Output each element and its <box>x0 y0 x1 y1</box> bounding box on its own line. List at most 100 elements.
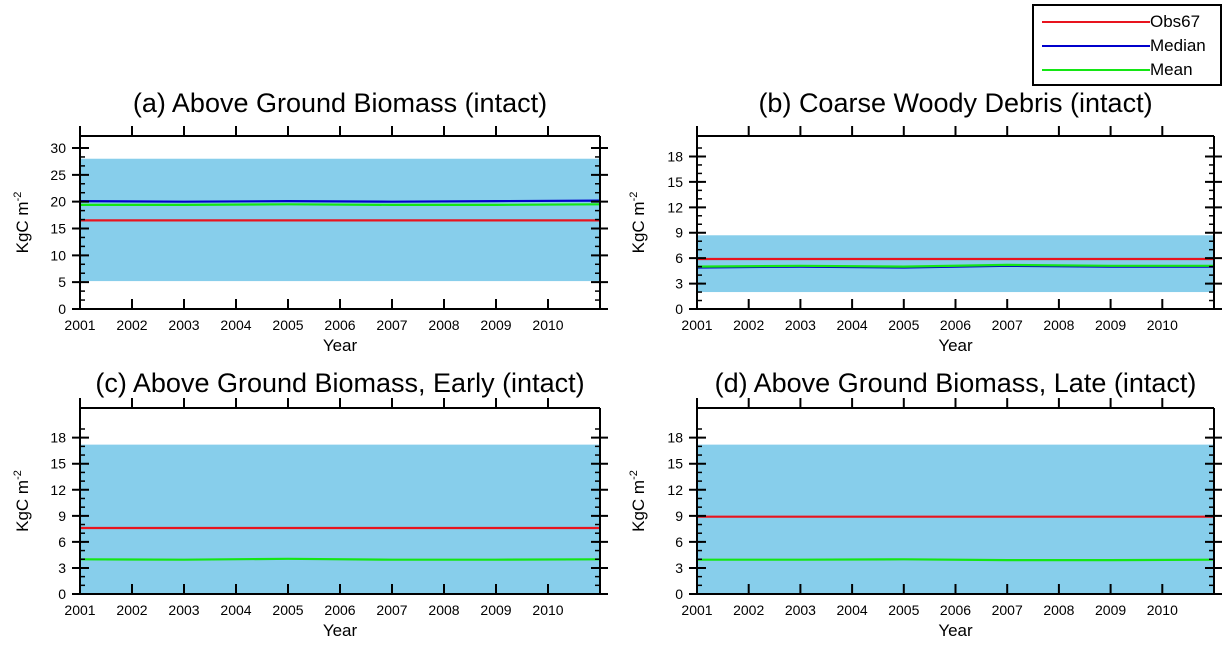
y-tick-label: 3 <box>675 276 683 292</box>
x-tick-label: 2005 <box>888 317 919 333</box>
legend-label-median: Median <box>1150 36 1206 55</box>
y-tick-label: 9 <box>675 225 683 241</box>
legend-item-obs: Obs67 <box>1034 10 1220 34</box>
x-tick-label: 2009 <box>1095 317 1126 333</box>
x-tick-label: 2001 <box>64 602 95 618</box>
y-axis-label: KgC m-2 <box>12 470 32 532</box>
y-tick-label: 5 <box>58 274 66 290</box>
x-tick-label: 2005 <box>888 602 919 618</box>
x-tick-label: 2005 <box>272 602 303 618</box>
x-tick-label: 2002 <box>116 602 147 618</box>
x-tick-label: 2006 <box>324 602 355 618</box>
y-tick-label: 6 <box>675 534 683 550</box>
legend-swatch-median <box>1042 45 1150 47</box>
panel-a: 0 5 10 15 20 25 30 2001 2002 2003 2004 2005 2006 2007… <box>12 88 608 355</box>
x-tick-label: 2006 <box>940 602 971 618</box>
x-tick-label: 2008 <box>1043 317 1074 333</box>
x-tick-label: 2010 <box>1147 317 1178 333</box>
y-axis-label: KgC m-2 <box>12 192 32 254</box>
y-axis-label: KgC m-2 <box>628 192 648 254</box>
x-tick-label: 2009 <box>480 602 511 618</box>
y-tick-label: 0 <box>58 301 66 317</box>
x-axis-label: Year <box>323 336 358 355</box>
x-axis-label: Year <box>938 336 973 355</box>
legend-swatch-obs <box>1042 21 1150 23</box>
y-tick-label: 15 <box>50 221 66 237</box>
panel-d: 0 3 6 9 12 15 18 2001 2002 2003 2004 2005 2006 2007 20… <box>628 368 1222 640</box>
y-axis-label: KgC m-2 <box>628 470 648 532</box>
panel-title: (d) Above Ground Biomass, Late (intact) <box>715 368 1197 398</box>
legend: Obs67 Median Mean <box>1032 4 1222 86</box>
y-tick-label: 0 <box>58 586 66 602</box>
y-tick-label: 18 <box>50 430 66 446</box>
y-tick-label: 15 <box>667 174 683 190</box>
x-tick-label: 2003 <box>785 602 816 618</box>
y-tick-label: 6 <box>675 250 683 266</box>
panel-title: (b) Coarse Woody Debris (intact) <box>758 88 1152 118</box>
x-tick-label: 2003 <box>785 317 816 333</box>
x-tick-label: 2009 <box>1095 602 1126 618</box>
x-axis-label: Year <box>323 621 358 640</box>
y-tick-label: 20 <box>50 194 66 210</box>
x-tick-label: 2002 <box>733 602 764 618</box>
x-tick-label: 2004 <box>837 317 868 333</box>
y-tick-label: 30 <box>50 140 66 156</box>
x-tick-label: 2008 <box>428 317 459 333</box>
y-tick-label: 12 <box>667 482 683 498</box>
x-tick-label: 2010 <box>1147 602 1178 618</box>
x-tick-label: 2004 <box>837 602 868 618</box>
y-tick-label: 3 <box>675 560 683 576</box>
x-tick-label: 2007 <box>992 317 1023 333</box>
series-line-mean <box>79 557 601 561</box>
x-tick-label: 2004 <box>220 602 251 618</box>
y-tick-label: 10 <box>50 247 66 263</box>
x-tick-label: 2007 <box>376 317 407 333</box>
x-tick-label: 2003 <box>168 602 199 618</box>
panel-c: 0 3 6 9 12 15 18 2001 2002 2003 2004 2005 2006 2007 20… <box>12 368 608 640</box>
x-tick-label: 2007 <box>992 602 1023 618</box>
y-tick-label: 15 <box>50 456 66 472</box>
panel-b: 0 3 6 9 12 15 18 2001 2002 2003 2004 2005 2006 2007 20… <box>628 88 1222 355</box>
x-tick-label: 2010 <box>532 317 563 333</box>
x-tick-label: 2010 <box>532 602 563 618</box>
y-tick-label: 18 <box>667 148 683 164</box>
legend-label-obs: Obs67 <box>1150 12 1201 31</box>
x-tick-label: 2007 <box>376 602 407 618</box>
x-tick-label: 2005 <box>272 317 303 333</box>
x-tick-label: 2008 <box>428 602 459 618</box>
panel-title: (a) Above Ground Biomass (intact) <box>133 88 547 118</box>
panel-title: (c) Above Ground Biomass, Early (intact) <box>95 368 584 398</box>
x-tick-label: 2002 <box>733 317 764 333</box>
legend-item-median: Median <box>1034 34 1220 58</box>
x-tick-label: 2001 <box>681 602 712 618</box>
x-axis-label: Year <box>938 621 973 640</box>
y-tick-label: 12 <box>50 482 66 498</box>
spread-band <box>697 444 1214 594</box>
series-line-mean <box>697 558 1215 562</box>
x-tick-label: 2001 <box>64 317 95 333</box>
y-tick-label: 18 <box>667 430 683 446</box>
y-tick-label: 0 <box>675 301 683 317</box>
spread-band <box>80 444 600 594</box>
y-tick-label: 6 <box>58 534 66 550</box>
series-line-median <box>79 199 601 203</box>
y-tick-label: 9 <box>675 508 683 524</box>
y-tick-label: 3 <box>58 560 66 576</box>
y-tick-label: 0 <box>675 586 683 602</box>
series-line-mean <box>696 263 1214 268</box>
legend-label-mean: Mean <box>1150 60 1193 79</box>
x-tick-label: 2004 <box>220 317 251 333</box>
x-tick-label: 2009 <box>480 317 511 333</box>
x-tick-label: 2001 <box>681 317 712 333</box>
x-tick-label: 2006 <box>940 317 971 333</box>
legend-item-mean: Mean <box>1034 58 1220 82</box>
x-tick-label: 2008 <box>1043 602 1074 618</box>
spread-band <box>697 235 1214 293</box>
y-tick-label: 12 <box>667 199 683 215</box>
series-line-mean <box>80 203 601 206</box>
y-tick-label: 25 <box>50 167 66 183</box>
legend-swatch-mean <box>1042 69 1150 71</box>
y-tick-label: 9 <box>58 508 66 524</box>
x-tick-label: 2006 <box>324 317 355 333</box>
